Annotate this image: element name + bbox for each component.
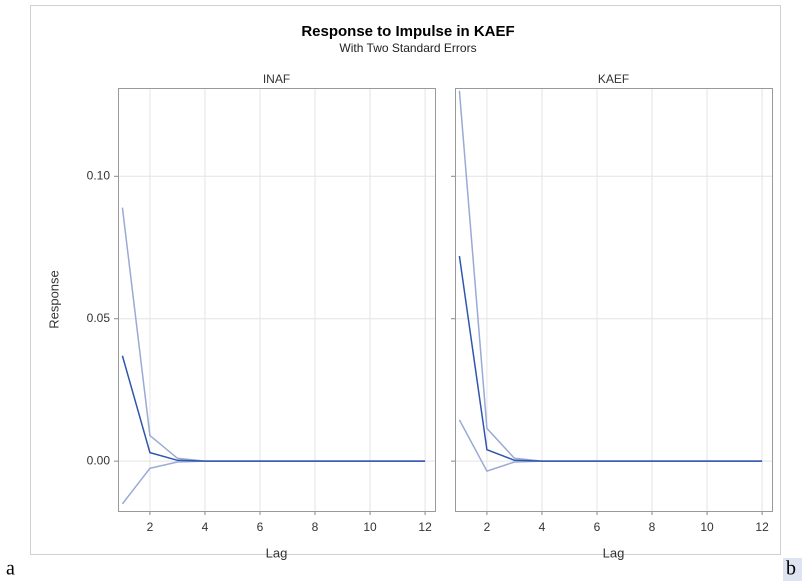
x-tick-label: 10 xyxy=(363,520,377,534)
chart-subtitle: With Two Standard Errors xyxy=(339,41,476,55)
y-axis-label: Response xyxy=(46,270,61,329)
x-tick-label: 2 xyxy=(147,520,154,534)
x-axis-label: Lag xyxy=(603,545,625,560)
corner-label: a xyxy=(6,558,15,580)
x-tick-label: 6 xyxy=(257,520,264,534)
x-tick-label: 4 xyxy=(202,520,209,534)
x-tick-label: 10 xyxy=(700,520,714,534)
corner-box xyxy=(783,558,802,581)
y-tick-label: 0.00 xyxy=(87,453,111,467)
x-tick-label: 8 xyxy=(649,520,656,534)
y-tick-label: 0.10 xyxy=(87,168,111,182)
series-line xyxy=(458,255,763,462)
x-tick-label: 12 xyxy=(755,520,769,534)
x-tick-label: 2 xyxy=(484,520,491,534)
plot-border xyxy=(118,88,436,512)
chart-title: Response to Impulse in KAEF xyxy=(301,23,514,40)
y-tick-label: 0.05 xyxy=(87,311,111,325)
plot-area xyxy=(118,88,436,512)
corner-label: b xyxy=(786,558,796,580)
plot-area xyxy=(455,88,773,512)
plot-border xyxy=(455,88,773,512)
x-tick-label: 12 xyxy=(418,520,432,534)
series-line xyxy=(121,355,426,462)
panel-title: KAEF xyxy=(598,72,629,86)
x-tick-label: 4 xyxy=(539,520,546,534)
x-axis-label: Lag xyxy=(266,545,288,560)
x-tick-label: 6 xyxy=(594,520,601,534)
x-tick-label: 8 xyxy=(312,520,319,534)
panel-title: INAF xyxy=(263,72,290,86)
